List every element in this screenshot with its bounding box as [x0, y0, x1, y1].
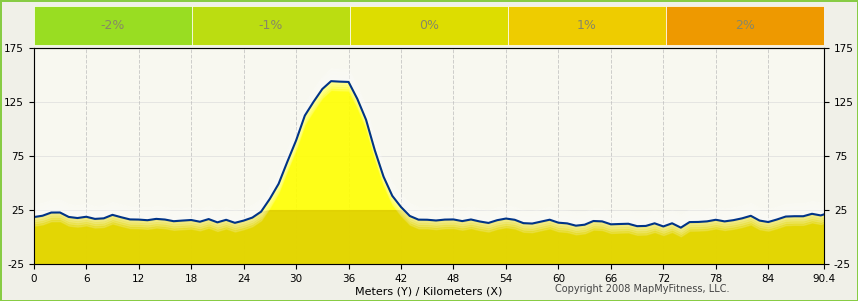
Bar	[508, 6, 666, 45]
X-axis label: Meters (Y) / Kilometers (X): Meters (Y) / Kilometers (X)	[355, 287, 503, 297]
Text: Copyright 2008 MapMyFitness, LLC.: Copyright 2008 MapMyFitness, LLC.	[555, 284, 729, 294]
Text: 1%: 1%	[577, 19, 597, 32]
Bar	[192, 6, 350, 45]
Bar	[350, 6, 508, 45]
Text: -1%: -1%	[259, 19, 283, 32]
Bar	[33, 6, 192, 45]
Text: 0%: 0%	[419, 19, 439, 32]
Text: 2%: 2%	[735, 19, 755, 32]
Text: -2%: -2%	[100, 19, 125, 32]
Bar	[666, 6, 825, 45]
